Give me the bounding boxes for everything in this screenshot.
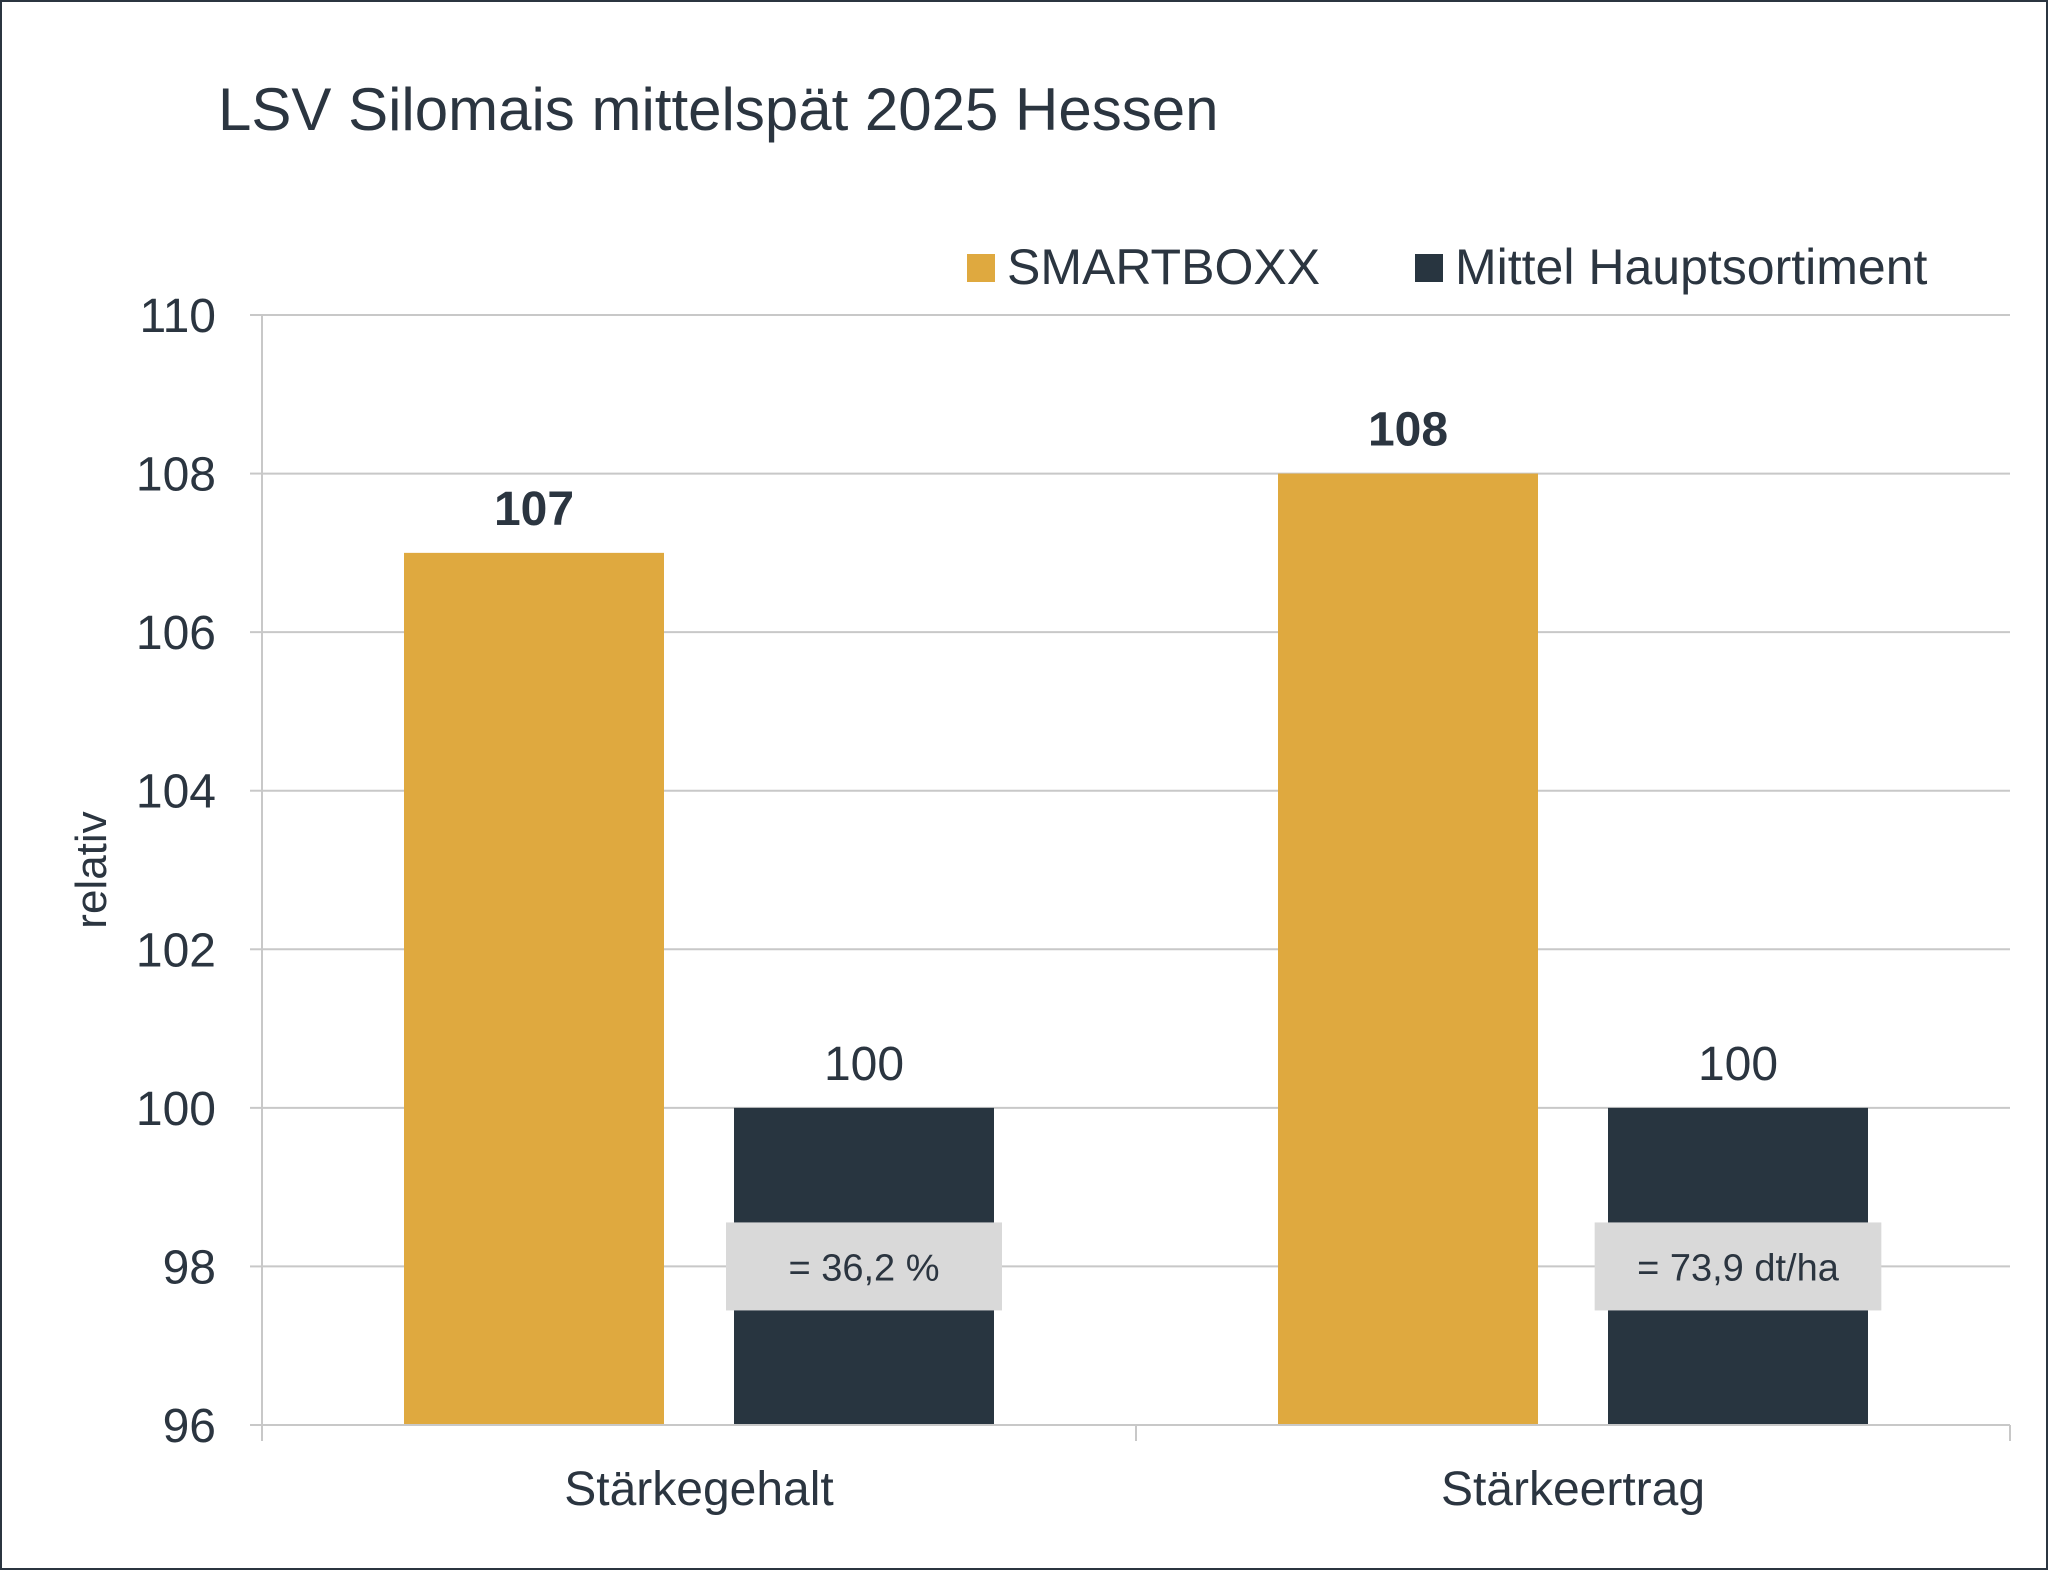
x-tick-label: Stärkegehalt bbox=[564, 1463, 834, 1516]
legend-label: Mittel Hauptsortiment bbox=[1455, 239, 1927, 295]
data-label: 100 bbox=[1698, 1038, 1778, 1091]
y-axis: 96 98 100 102 104 106 108 110 bbox=[136, 290, 263, 1453]
legend-swatch bbox=[967, 254, 995, 282]
bars: 107 100 108 100 = 36,2 % = 73,9 dt/ha bbox=[404, 404, 1882, 1426]
y-tick-label: 110 bbox=[139, 290, 216, 343]
y-tick-label: 102 bbox=[136, 924, 216, 977]
y-axis-label: relativ bbox=[67, 811, 116, 928]
annotation-text: = 73,9 dt/ha bbox=[1637, 1247, 1840, 1289]
data-label: 100 bbox=[824, 1038, 904, 1091]
y-tick-label: 100 bbox=[136, 1083, 216, 1136]
y-tick-label: 98 bbox=[163, 1241, 216, 1294]
x-tick-label: Stärkeertrag bbox=[1441, 1463, 1705, 1516]
data-label: 107 bbox=[494, 483, 574, 536]
annotation-box bbox=[1594, 1222, 1882, 1311]
data-label: 108 bbox=[1368, 404, 1448, 457]
y-tick-label: 104 bbox=[136, 766, 216, 819]
y-tick-label: 96 bbox=[163, 1400, 216, 1453]
y-tick-label: 108 bbox=[136, 449, 216, 502]
bar bbox=[404, 552, 664, 1425]
chart-title: LSV Silomais mittelspät 2025 Hessen bbox=[218, 76, 1219, 143]
annotation-text: = 36,2 % bbox=[788, 1247, 939, 1289]
legend-swatch bbox=[1415, 254, 1443, 282]
legend: SMARTBOXX Mittel Hauptsortiment bbox=[967, 239, 1927, 295]
annotation-box bbox=[726, 1222, 1002, 1311]
bar bbox=[1278, 473, 1538, 1426]
x-axis: Stärkegehalt Stärkeertrag bbox=[261, 1424, 2011, 1516]
y-tick-label: 106 bbox=[136, 607, 216, 660]
legend-label: SMARTBOXX bbox=[1007, 239, 1320, 295]
